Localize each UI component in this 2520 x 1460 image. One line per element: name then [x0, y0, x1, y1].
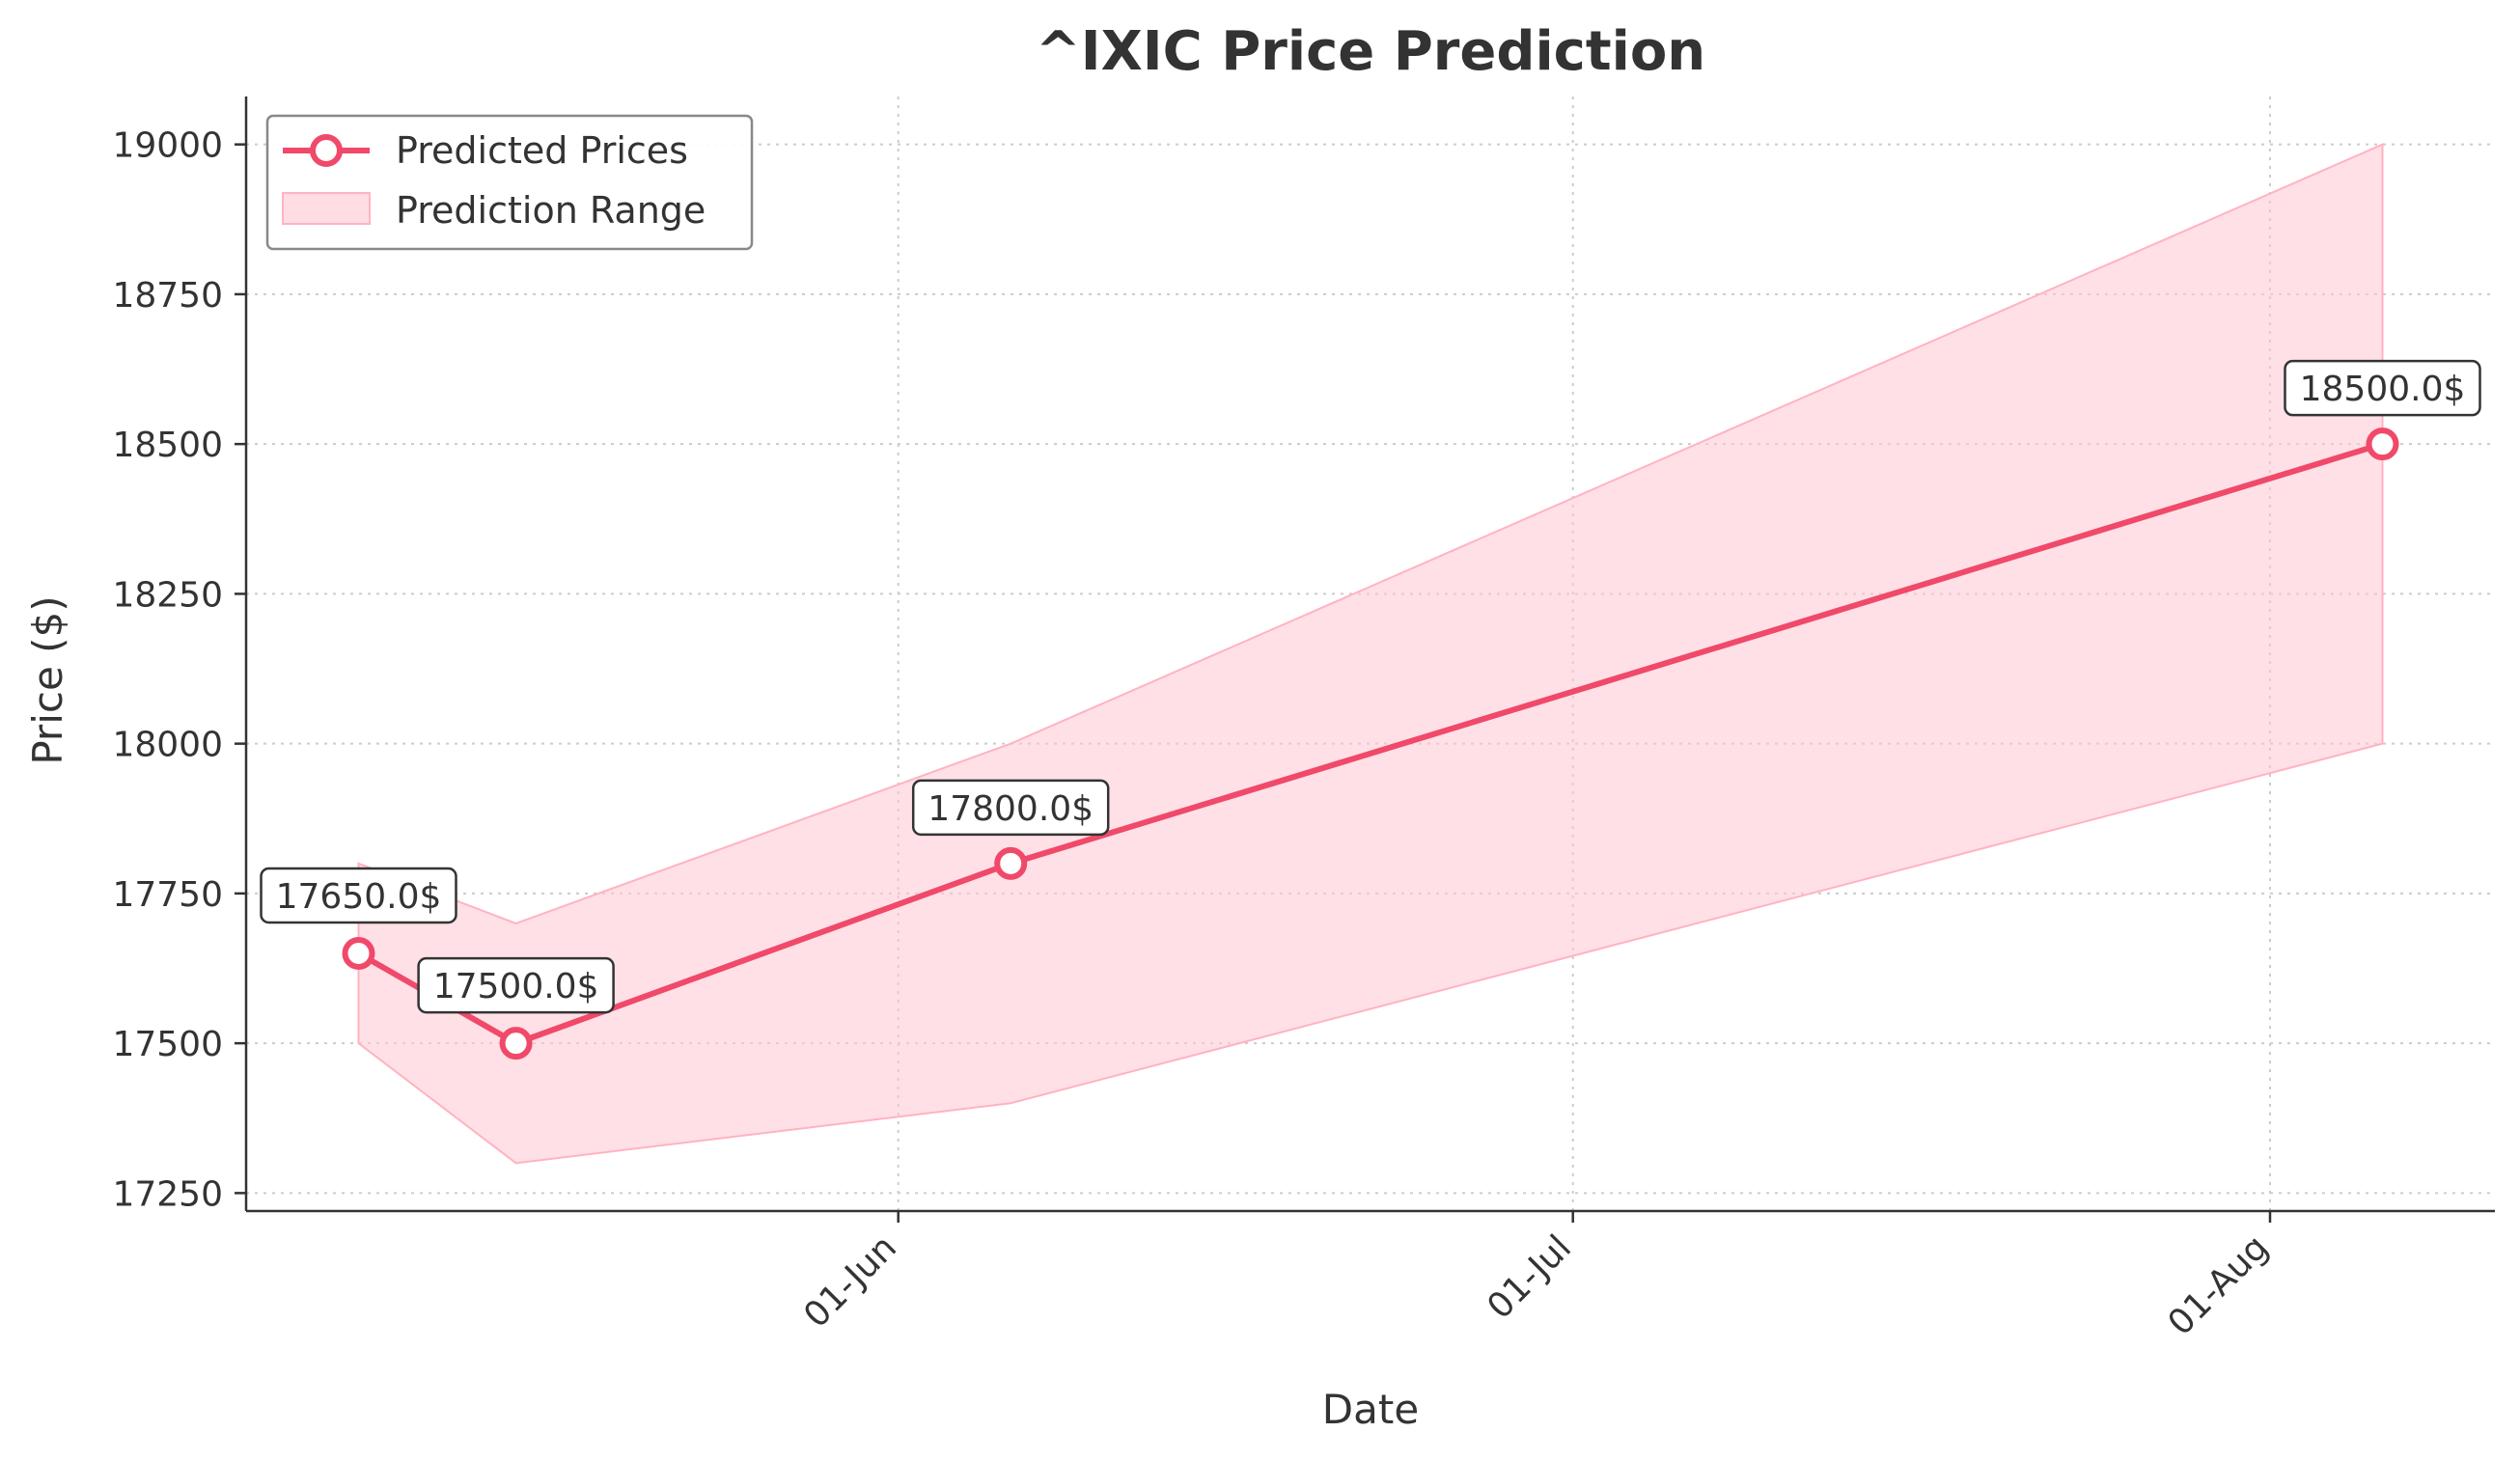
y-tick-label-3: 18000 [112, 726, 223, 765]
data-label-box-3 [2284, 359, 2481, 417]
y-tick-label-5: 18500 [112, 426, 223, 465]
y-tick-label-1: 17500 [112, 1025, 223, 1064]
data-label-box-0 [260, 867, 457, 924]
data-label-box-1 [417, 956, 615, 1014]
data-label-3: 18500.0$ [2300, 370, 2466, 409]
legend-box [265, 114, 754, 251]
data-point-1 [499, 1027, 533, 1061]
axes [244, 96, 2495, 1213]
data-point-2 [994, 846, 1028, 880]
data-label-1: 17500.0$ [433, 967, 599, 1006]
data-point-0 [342, 936, 375, 970]
data-label-box-2 [911, 779, 1110, 837]
data-label-2: 17800.0$ [928, 789, 1094, 829]
y-tick-label-6: 18750 [112, 276, 223, 316]
y-tick-label-4: 18250 [112, 575, 223, 615]
data-label-0: 17650.0$ [276, 877, 442, 917]
y-tick-label-2: 17750 [112, 875, 223, 915]
chart-title: ^IXIC Price Prediction [1036, 20, 1705, 83]
prediction-range-area [357, 143, 2384, 1165]
legend-label-predicted: Predicted Prices [396, 129, 688, 172]
x-axis-label: Date [1322, 1386, 1419, 1433]
legend-range-swatch [282, 192, 371, 225]
y-tick-label-0: 17250 [112, 1174, 223, 1214]
data-point-3 [2366, 427, 2399, 461]
y-axis-label: Price ($) [24, 595, 71, 764]
y-tick-label-7: 19000 [112, 126, 223, 166]
legend-point-marker [310, 134, 343, 167]
data-labels: 17650.0$ 17500.0$ 17800.0$ 18500.0$ [260, 359, 2481, 1014]
prediction-range-band [357, 143, 2384, 1165]
data-points [342, 427, 2399, 1061]
legend-label-range: Prediction Range [396, 189, 706, 232]
legend: Predicted Prices Prediction Range [265, 114, 754, 251]
